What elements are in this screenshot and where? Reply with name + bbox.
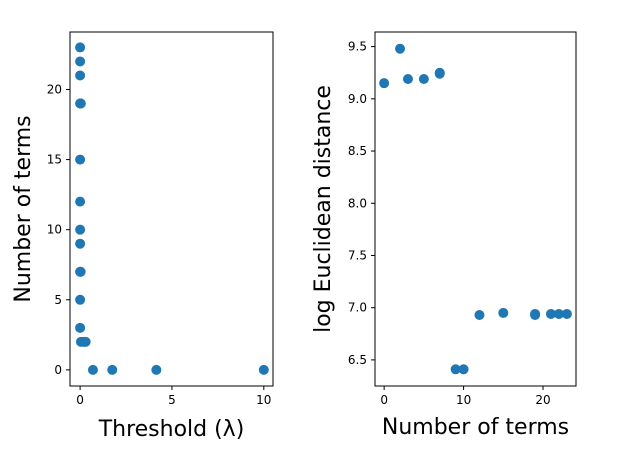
data-point xyxy=(418,73,429,84)
data-point xyxy=(75,238,86,249)
y-tick-label: 5 xyxy=(54,293,62,307)
data-point xyxy=(379,78,390,89)
data-point xyxy=(561,308,572,319)
x-tick-label: 10 xyxy=(456,393,471,407)
x-tick-label: 0 xyxy=(76,393,84,407)
data-point xyxy=(434,68,445,79)
data-point xyxy=(258,364,269,375)
right-scatter-plot: 0 10 20 6.5 7.0 7.5 8.0 8.5 9.0 9.5 Number of term… xyxy=(311,31,577,440)
y-tick-label: 0 xyxy=(54,363,62,377)
y-tick-label: 15 xyxy=(47,153,62,167)
data-point xyxy=(458,364,469,375)
x-axis-label: Number of terms xyxy=(382,415,569,440)
x-tick-label: 20 xyxy=(535,393,550,407)
x-tick-label: 5 xyxy=(168,393,176,407)
x-tick-label: 0 xyxy=(380,393,388,407)
data-point xyxy=(75,56,86,67)
data-point xyxy=(75,266,86,277)
x-axis-label: Threshold (λ) xyxy=(98,417,245,442)
axes-frame xyxy=(69,31,274,387)
data-point xyxy=(87,364,98,375)
y-tick-label: 6.5 xyxy=(348,353,367,367)
data-point xyxy=(75,196,86,207)
data-point xyxy=(75,322,86,333)
y-tick-label: 8.0 xyxy=(348,196,367,210)
data-point xyxy=(107,364,118,375)
data-point xyxy=(75,294,86,305)
y-tick-label: 20 xyxy=(47,82,62,96)
data-point xyxy=(75,42,86,53)
data-point xyxy=(545,308,556,319)
y-tick-label: 9.0 xyxy=(348,92,367,106)
y-tick-label: 9.5 xyxy=(348,40,367,54)
left-scatter-plot: 0 5 10 0 5 10 15 20 Threshold (λ) Number of terms xyxy=(11,31,274,442)
data-point xyxy=(450,364,461,375)
data-point xyxy=(75,98,86,109)
data-point xyxy=(75,224,86,235)
data-point xyxy=(75,70,86,81)
axes-frame xyxy=(374,31,577,387)
y-tick-label: 7.0 xyxy=(348,301,367,315)
y-tick-label: 10 xyxy=(47,223,62,237)
data-point xyxy=(75,154,86,165)
data-point xyxy=(80,336,91,347)
data-point xyxy=(530,309,541,320)
y-axis-label: log Euclidean distance xyxy=(311,85,336,333)
data-point xyxy=(553,308,564,319)
data-point xyxy=(395,43,406,54)
x-tick-label: 10 xyxy=(256,393,271,407)
data-point xyxy=(474,309,485,320)
y-tick-label: 8.5 xyxy=(348,144,367,158)
data-point xyxy=(498,307,509,318)
data-point xyxy=(402,73,413,84)
y-tick-label: 7.5 xyxy=(348,248,367,262)
data-point xyxy=(151,364,162,375)
y-axis-label: Number of terms xyxy=(11,115,36,302)
